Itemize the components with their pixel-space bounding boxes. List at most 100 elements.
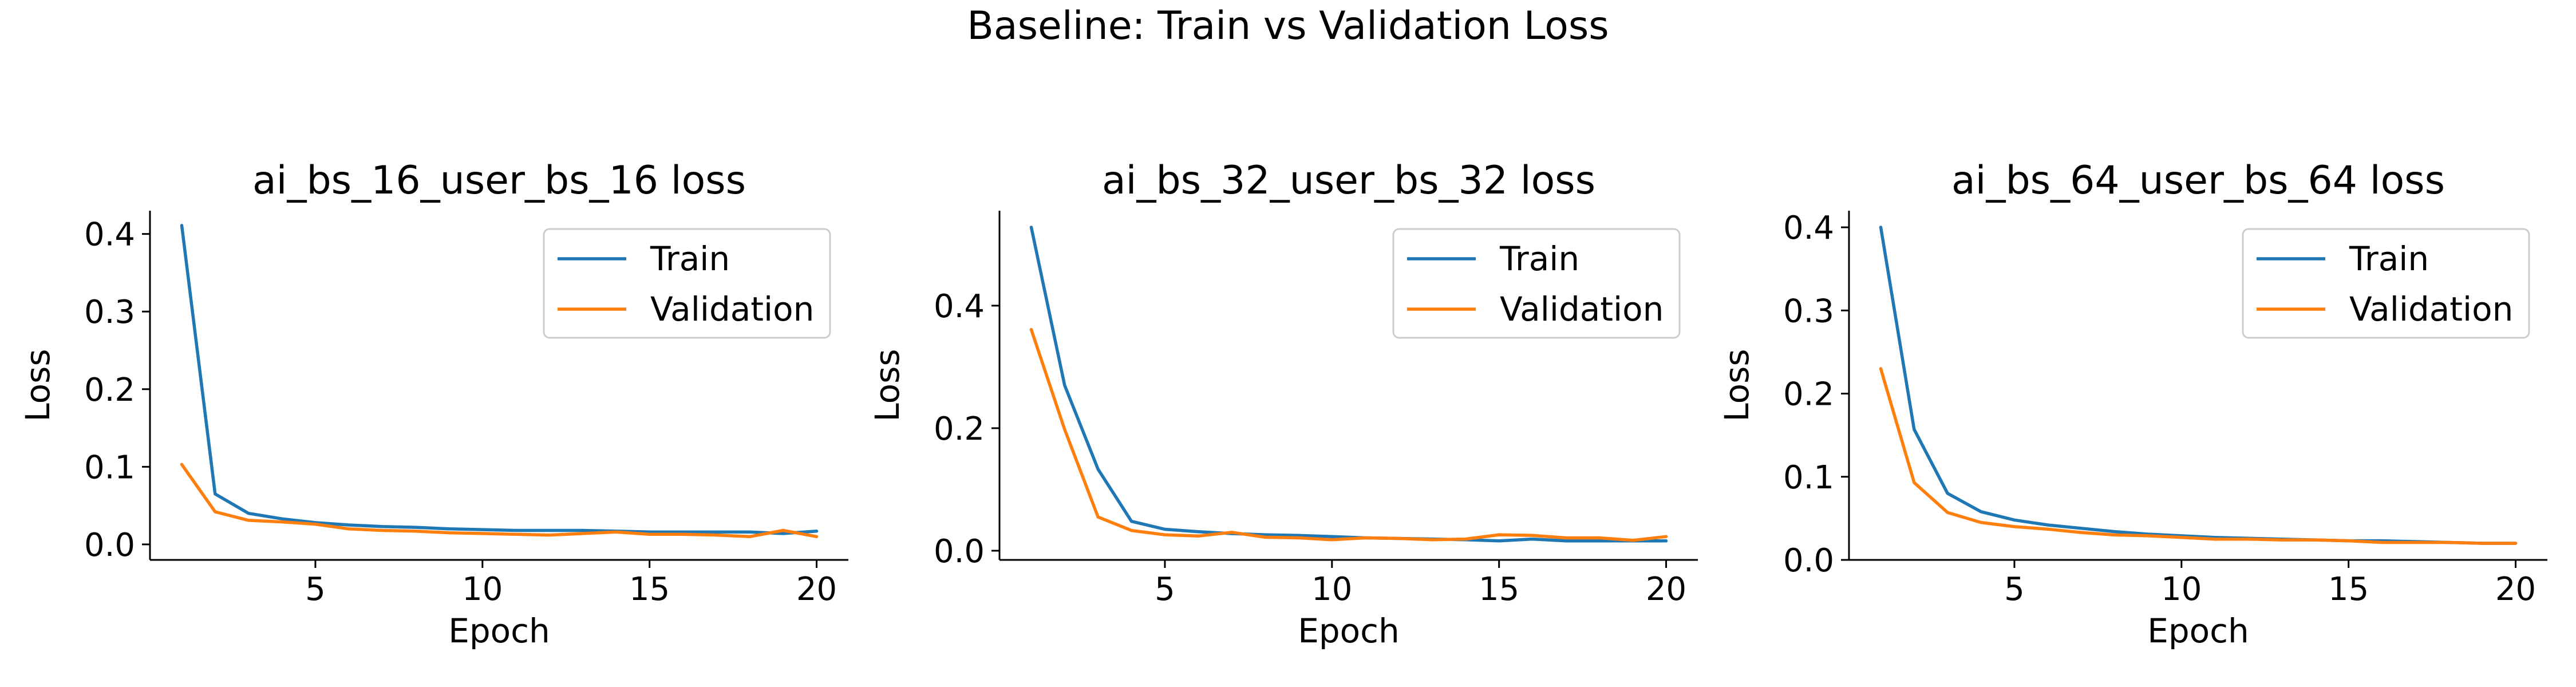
data-point: [1945, 510, 1950, 515]
data-point: [1912, 480, 1917, 485]
series-validation: [1879, 367, 2518, 546]
x-tick-label: 10: [462, 571, 503, 608]
legend-label: Train: [1499, 239, 1579, 278]
data-point: [1430, 538, 1435, 542]
y-tick-label: 0.0: [934, 533, 985, 570]
data-point: [815, 534, 819, 539]
data-point: [1230, 530, 1234, 535]
data-point: [2012, 524, 2017, 529]
data-point: [2212, 537, 2217, 542]
series-line-train: [180, 224, 819, 535]
data-point: [1163, 532, 1167, 537]
data-point: [480, 531, 485, 536]
series-validation: [1029, 327, 1669, 542]
x-tick-label: 20: [796, 571, 837, 608]
data-point: [647, 532, 652, 536]
data-point: [2045, 527, 2050, 531]
data-point: [179, 223, 184, 228]
x-axis-label: Epoch: [1298, 611, 1400, 650]
x-tick-label: 20: [2495, 571, 2536, 608]
y-axis-label: Loss: [1717, 349, 1756, 421]
legend-label: Validation: [650, 290, 814, 329]
data-point: [815, 529, 819, 534]
x-axis-label: Epoch: [2147, 611, 2249, 650]
data-point: [447, 531, 451, 535]
data-point: [246, 511, 251, 516]
x-tick-label: 15: [629, 571, 670, 608]
data-point: [580, 531, 585, 536]
y-tick-label: 0.2: [934, 410, 985, 448]
x-axis-label: Epoch: [448, 611, 550, 650]
y-tick-label: 0.3: [1783, 293, 1834, 330]
data-point: [748, 530, 752, 534]
y-tick-label: 0.4: [84, 216, 135, 254]
data-point: [346, 527, 351, 531]
data-point: [1062, 383, 1067, 388]
data-point: [681, 532, 685, 536]
data-point: [213, 510, 218, 514]
legend-label: Train: [2349, 239, 2429, 278]
data-point: [2045, 523, 2050, 527]
data-point: [2012, 518, 2017, 522]
data-point: [1979, 510, 1984, 514]
data-point: [1029, 225, 1033, 230]
data-point: [2079, 530, 2084, 535]
series-line-validation: [1879, 367, 2518, 545]
data-point: [2346, 539, 2351, 543]
series-train: [179, 223, 819, 535]
data-point: [1196, 530, 1200, 534]
data-point: [2112, 532, 2117, 537]
series-line-validation: [1029, 327, 1668, 542]
x-tick-label: 5: [1155, 571, 1175, 608]
data-point: [1979, 520, 1984, 525]
data-point: [748, 534, 752, 539]
data-point: [1878, 225, 1883, 230]
legend-label: Train: [650, 239, 730, 278]
x-tick-label: 15: [2328, 571, 2369, 608]
y-tick-label: 0.1: [1783, 459, 1834, 496]
data-point: [1029, 327, 1033, 332]
data-point: [1664, 534, 1669, 539]
data-point: [1163, 527, 1167, 531]
data-point: [1497, 532, 1502, 537]
data-point: [781, 528, 785, 532]
y-tick-label: 0.0: [1783, 542, 1834, 579]
figure-title: Baseline: Train vs Validation Loss: [967, 3, 1609, 49]
data-point: [380, 528, 385, 532]
x-tick-label: 10: [2161, 571, 2202, 608]
y-tick-label: 0.3: [84, 294, 135, 331]
x-tick-label: 10: [1311, 571, 1352, 608]
y-tick-label: 0.0: [84, 527, 135, 564]
y-axis-label: Loss: [18, 349, 57, 421]
data-point: [1563, 535, 1568, 540]
subplot-2: ai_bs_32_user_bs_32 loss 5 10 15 20 0.0 0.2 0.4…: [868, 158, 1698, 650]
subplot-title: ai_bs_32_user_bs_32 loss: [1102, 158, 1595, 203]
legend-label: Validation: [1500, 290, 1664, 329]
data-point: [2514, 541, 2518, 546]
x-tick-label: 5: [305, 571, 326, 608]
data-point: [1463, 537, 1468, 542]
subplot-title: ai_bs_64_user_bs_64 loss: [1951, 158, 2445, 203]
data-point: [2413, 540, 2417, 545]
x-tick-label: 15: [1479, 571, 1519, 608]
subplot-3: ai_bs_64_user_bs_64 loss 5 10 15 20 0.0 0.1 0.2…: [1717, 158, 2547, 650]
series-line-validation: [180, 463, 819, 539]
data-point: [1129, 519, 1134, 524]
data-point: [2179, 535, 2184, 540]
data-point: [1096, 467, 1100, 472]
legend: Train Validation: [1392, 228, 1681, 339]
y-tick-label: 0.2: [1783, 376, 1834, 413]
data-point: [2146, 534, 2150, 538]
data-point: [280, 520, 285, 524]
data-point: [1530, 533, 1535, 538]
data-point: [413, 529, 418, 534]
data-point: [1296, 535, 1301, 540]
x-tick-label: 5: [2004, 571, 2025, 608]
data-point: [614, 530, 618, 534]
data-point: [1096, 515, 1100, 519]
data-point: [213, 492, 218, 496]
data-point: [1497, 539, 1502, 543]
data-point: [2447, 540, 2451, 545]
data-point: [2313, 538, 2317, 542]
